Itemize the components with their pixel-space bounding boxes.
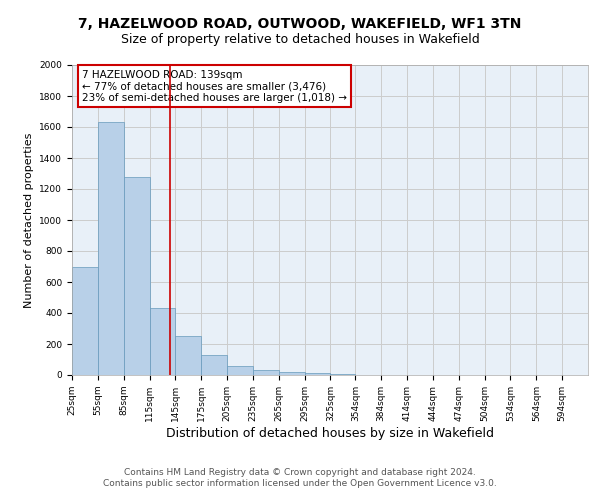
Text: 7, HAZELWOOD ROAD, OUTWOOD, WAKEFIELD, WF1 3TN: 7, HAZELWOOD ROAD, OUTWOOD, WAKEFIELD, W… — [79, 18, 521, 32]
Bar — [98, 122, 124, 375]
Bar — [279, 372, 305, 375]
Bar — [253, 370, 279, 375]
Bar — [331, 374, 355, 375]
Y-axis label: Number of detached properties: Number of detached properties — [24, 132, 34, 308]
Text: 7 HAZELWOOD ROAD: 139sqm
← 77% of detached houses are smaller (3,476)
23% of sem: 7 HAZELWOOD ROAD: 139sqm ← 77% of detach… — [82, 70, 347, 103]
Bar — [72, 266, 98, 375]
Text: Contains HM Land Registry data © Crown copyright and database right 2024.
Contai: Contains HM Land Registry data © Crown c… — [103, 468, 497, 487]
Bar — [124, 176, 149, 375]
Bar — [175, 336, 201, 375]
Bar — [201, 355, 227, 375]
Bar — [227, 366, 253, 375]
Text: Size of property relative to detached houses in Wakefield: Size of property relative to detached ho… — [121, 32, 479, 46]
X-axis label: Distribution of detached houses by size in Wakefield: Distribution of detached houses by size … — [166, 426, 494, 440]
Bar — [149, 308, 175, 375]
Bar — [305, 374, 331, 375]
